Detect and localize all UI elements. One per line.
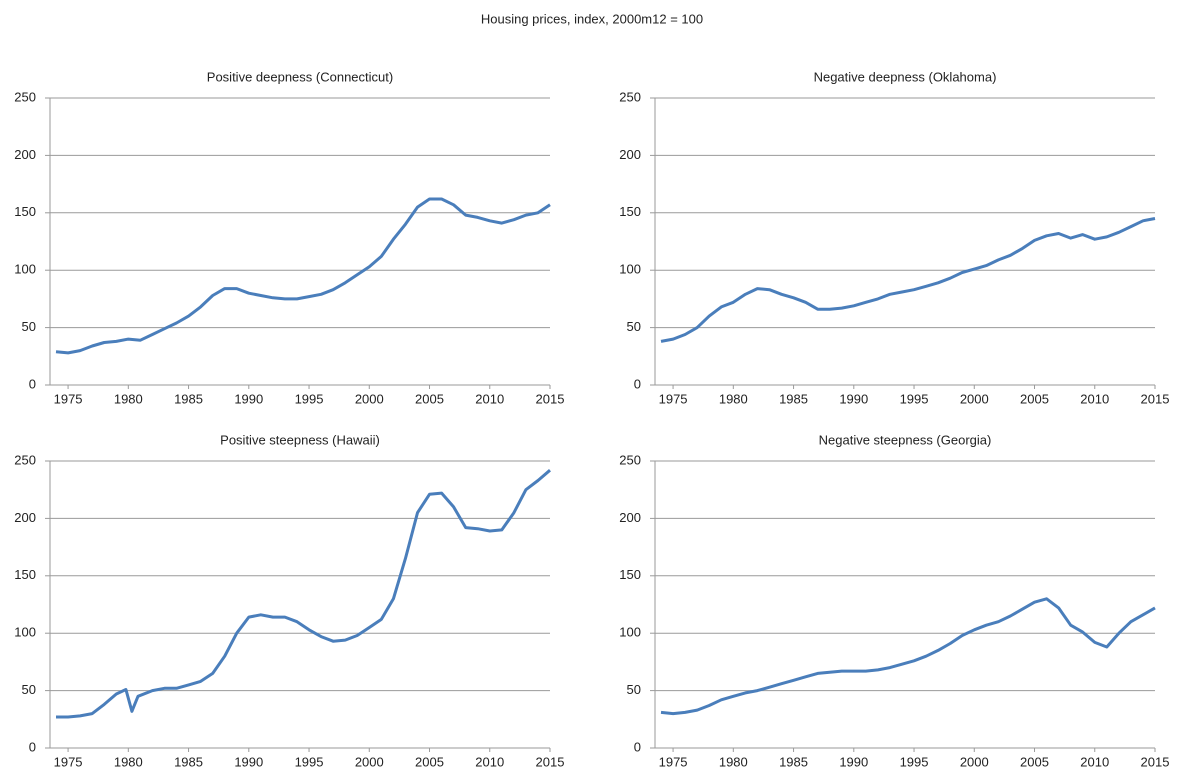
y-tick-label: 250 <box>14 89 36 104</box>
figure-title: Housing prices, index, 2000m12 = 100 <box>481 11 703 26</box>
x-tick-label: 2010 <box>1080 754 1109 769</box>
x-tick-label: 1980 <box>114 754 143 769</box>
x-tick-label: 1995 <box>295 754 324 769</box>
x-tick-label: 1985 <box>174 754 203 769</box>
y-tick-label: 150 <box>14 204 36 219</box>
x-tick-label: 2000 <box>960 754 989 769</box>
y-tick-label: 0 <box>634 376 641 391</box>
x-tick-label: 2015 <box>536 391 565 406</box>
x-tick-label: 1975 <box>54 754 83 769</box>
y-tick-label: 100 <box>14 625 36 640</box>
y-tick-label: 200 <box>14 147 36 162</box>
y-tick-label: 50 <box>627 319 641 334</box>
x-tick-label: 1975 <box>659 391 688 406</box>
x-tick-label: 1995 <box>900 391 929 406</box>
series-line <box>660 217 1156 343</box>
x-tick-label: 2000 <box>355 391 384 406</box>
y-tick-label: 200 <box>619 510 641 525</box>
y-tick-label: 200 <box>619 147 641 162</box>
x-tick-label: 1985 <box>174 391 203 406</box>
x-tick-label: 2000 <box>355 754 384 769</box>
y-tick-label: 250 <box>619 452 641 467</box>
y-tick-label: 0 <box>29 376 36 391</box>
y-tick-label: 150 <box>14 567 36 582</box>
x-tick-label: 1990 <box>839 391 868 406</box>
chart-title: Negative steepness (Georgia) <box>819 432 992 447</box>
x-tick-label: 2010 <box>475 754 504 769</box>
x-tick-label: 2015 <box>1141 754 1170 769</box>
x-tick-label: 1990 <box>839 754 868 769</box>
x-tick-label: 2005 <box>415 391 444 406</box>
series-line <box>56 469 551 719</box>
y-tick-label: 250 <box>619 89 641 104</box>
y-tick-label: 0 <box>29 739 36 754</box>
x-tick-label: 1995 <box>900 754 929 769</box>
x-tick-label: 1980 <box>719 754 748 769</box>
series-line <box>55 197 551 355</box>
y-tick-label: 50 <box>627 682 641 697</box>
x-tick-label: 1995 <box>295 391 324 406</box>
x-tick-label: 2015 <box>536 754 565 769</box>
x-tick-label: 2010 <box>1080 391 1109 406</box>
y-tick-label: 50 <box>22 319 36 334</box>
y-tick-label: 100 <box>619 625 641 640</box>
y-tick-label: 150 <box>619 204 641 219</box>
x-tick-label: 1990 <box>234 391 263 406</box>
x-tick-label: 2000 <box>960 391 989 406</box>
y-tick-label: 0 <box>634 739 641 754</box>
x-tick-label: 2005 <box>1020 754 1049 769</box>
x-tick-label: 1980 <box>719 391 748 406</box>
x-tick-label: 2010 <box>475 391 504 406</box>
x-tick-label: 1990 <box>234 754 263 769</box>
y-tick-label: 100 <box>14 262 36 277</box>
x-tick-label: 1985 <box>779 754 808 769</box>
chart-title: Positive steepness (Hawaii) <box>220 432 380 447</box>
chart-title: Positive deepness (Connecticut) <box>207 69 393 84</box>
series-line <box>660 597 1156 716</box>
y-tick-label: 150 <box>619 567 641 582</box>
x-tick-label: 2015 <box>1141 391 1170 406</box>
y-tick-label: 50 <box>22 682 36 697</box>
x-tick-label: 1975 <box>659 754 688 769</box>
y-tick-label: 200 <box>14 510 36 525</box>
chart-title: Negative deepness (Oklahoma) <box>814 69 997 84</box>
y-tick-label: 250 <box>14 452 36 467</box>
x-tick-label: 2005 <box>415 754 444 769</box>
x-tick-label: 1985 <box>779 391 808 406</box>
x-tick-label: 1975 <box>54 391 83 406</box>
x-tick-label: 1980 <box>114 391 143 406</box>
y-tick-label: 100 <box>619 262 641 277</box>
x-tick-label: 2005 <box>1020 391 1049 406</box>
